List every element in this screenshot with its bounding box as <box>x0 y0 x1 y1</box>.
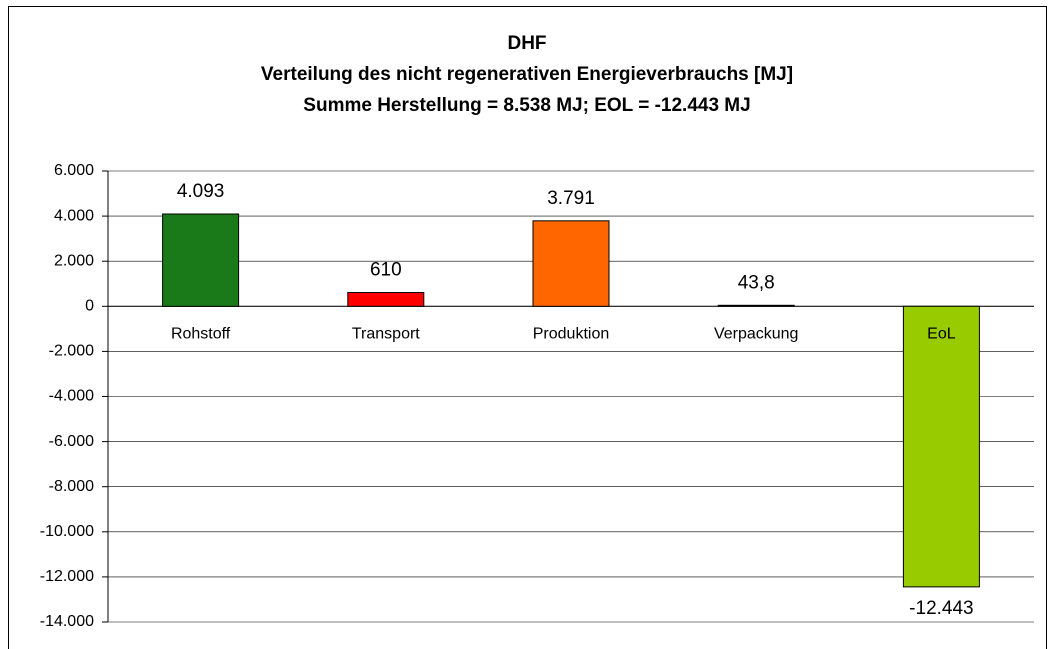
y-tick-label: 4.000 <box>54 207 94 224</box>
x-tick-label: Rohstoff <box>171 326 231 343</box>
value-label: 610 <box>370 260 402 281</box>
chart-title: DHF <box>507 33 546 54</box>
y-tick-label: -8.000 <box>49 478 94 495</box>
y-tick-label: -6.000 <box>49 433 94 450</box>
y-tick-label: 2.000 <box>54 252 94 269</box>
bar <box>347 292 425 307</box>
bar <box>162 213 240 307</box>
y-tick-label: 6.000 <box>54 162 94 179</box>
chart-border <box>8 6 1047 649</box>
chart-subtitle: Summe Herstellung = 8.538 MJ; EOL = -12.… <box>303 95 750 116</box>
x-tick-label: EoL <box>927 326 956 343</box>
chart-subtitle: Verteilung des nicht regenerativen Energ… <box>261 64 793 85</box>
y-tick-label: -12.000 <box>40 568 94 585</box>
y-tick-label: 0 <box>85 298 94 315</box>
bar <box>717 304 795 307</box>
value-label: 3.791 <box>547 188 595 209</box>
x-tick-label: Transport <box>352 326 420 343</box>
value-label: 4.093 <box>177 181 225 202</box>
bar <box>902 305 980 588</box>
y-tick-label: -2.000 <box>49 343 94 360</box>
y-tick-label: -4.000 <box>49 388 94 405</box>
y-tick-label: -10.000 <box>40 523 94 540</box>
x-tick-label: Produktion <box>533 326 610 343</box>
x-tick-label: Verpackung <box>714 326 799 343</box>
bar <box>532 220 610 307</box>
value-label: -12.443 <box>909 598 973 619</box>
y-tick-label: -14.000 <box>40 613 94 630</box>
value-label: 43,8 <box>738 272 775 293</box>
